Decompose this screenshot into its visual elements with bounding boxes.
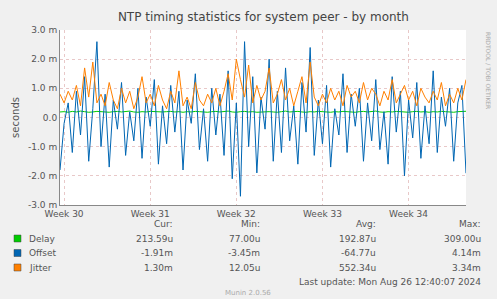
svg-text:12.05u: 12.05u bbox=[229, 263, 260, 273]
svg-text:Offset: Offset bbox=[29, 248, 57, 258]
svg-text:Jitter: Jitter bbox=[29, 263, 52, 273]
svg-text:Last update: Mon Aug 26 12:40:: Last update: Mon Aug 26 12:40:07 2024 bbox=[299, 277, 481, 287]
svg-text:-3.0 m: -3.0 m bbox=[28, 200, 57, 210]
svg-text:Min:: Min: bbox=[241, 219, 260, 229]
svg-text:213.59u: 213.59u bbox=[136, 234, 173, 244]
svg-text:-2.0 m: -2.0 m bbox=[28, 171, 57, 181]
svg-text:4.14m: 4.14m bbox=[452, 248, 481, 258]
svg-text:Cur:: Cur: bbox=[154, 219, 173, 229]
svg-text:3.34m: 3.34m bbox=[452, 263, 481, 273]
svg-text:-3.45m: -3.45m bbox=[228, 248, 260, 258]
svg-text:552.34u: 552.34u bbox=[339, 263, 376, 273]
svg-text:-1.91m: -1.91m bbox=[141, 248, 173, 258]
svg-text:NTP timing statistics for syst: NTP timing statistics for system peer - … bbox=[118, 10, 409, 24]
svg-text:-1.0 m: -1.0 m bbox=[28, 142, 57, 152]
svg-text:Week 33: Week 33 bbox=[303, 209, 342, 219]
svg-text:Week 30: Week 30 bbox=[45, 209, 84, 219]
svg-text:309.00u: 309.00u bbox=[444, 234, 481, 244]
svg-text:Week 31: Week 31 bbox=[131, 209, 170, 219]
svg-text:1.30m: 1.30m bbox=[144, 263, 173, 273]
svg-text:Avg:: Avg: bbox=[356, 219, 376, 229]
svg-text:0.0: 0.0 bbox=[43, 113, 58, 123]
svg-text:Week 32: Week 32 bbox=[217, 209, 256, 219]
svg-text:192.87u: 192.87u bbox=[339, 234, 376, 244]
svg-text:Week 34: Week 34 bbox=[389, 209, 428, 219]
svg-text:Delay: Delay bbox=[29, 234, 55, 244]
svg-text:3.0 m: 3.0 m bbox=[31, 25, 57, 35]
svg-text:Max:: Max: bbox=[459, 219, 481, 229]
svg-text:2.0 m: 2.0 m bbox=[31, 54, 57, 64]
svg-text:-64.77u: -64.77u bbox=[341, 248, 376, 258]
svg-text:Munin 2.0.56: Munin 2.0.56 bbox=[225, 289, 271, 297]
svg-text:1.0 m: 1.0 m bbox=[31, 83, 57, 93]
svg-text:seconds: seconds bbox=[10, 97, 21, 138]
svg-text:77.00u: 77.00u bbox=[229, 234, 260, 244]
svg-text:RRDTOOL / TOBI OETIKER: RRDTOOL / TOBI OETIKER bbox=[485, 32, 492, 109]
